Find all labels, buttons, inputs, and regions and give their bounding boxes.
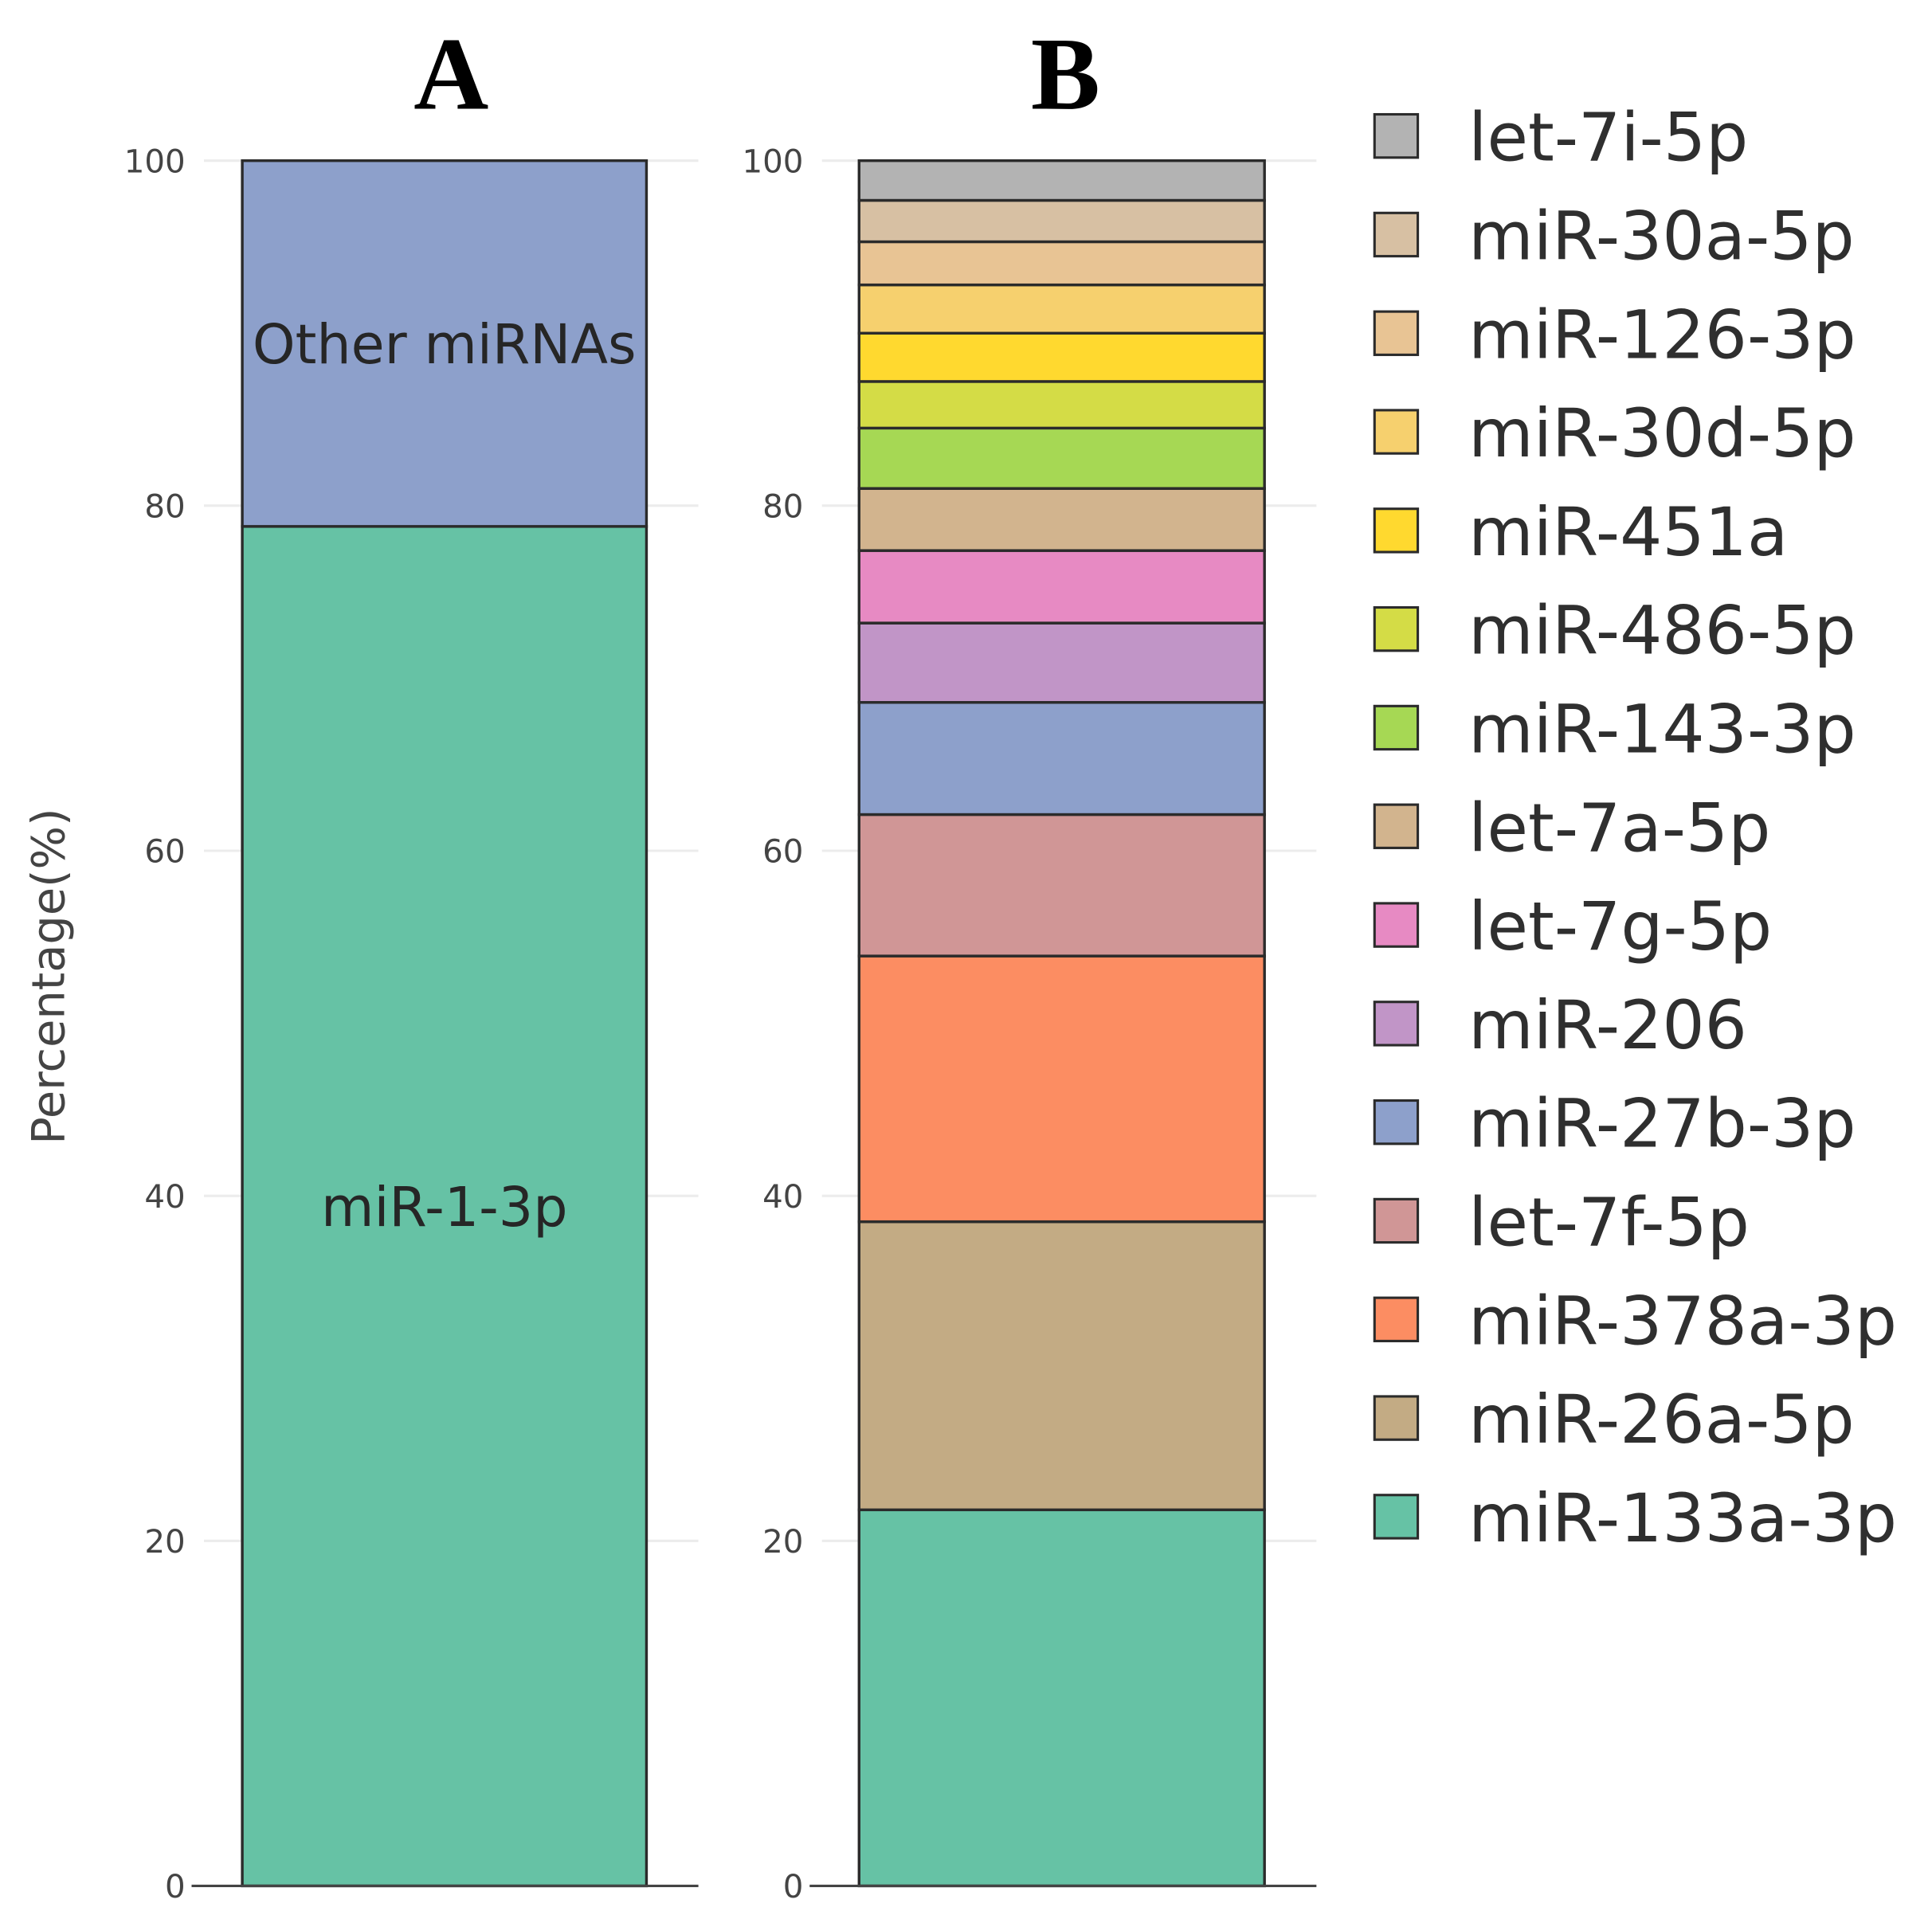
legend-item: miR-143-3p (1373, 691, 1856, 769)
bar-segment-mir-1-3p (241, 525, 649, 1888)
bar-segment-label: Other miRNAs (253, 314, 637, 377)
legend-label: miR-26a-5p (1468, 1381, 1855, 1459)
legend-label: miR-206 (1468, 986, 1747, 1064)
y-tick-label: 40 (144, 1178, 185, 1216)
legend-item: miR-133a-3p (1373, 1479, 1897, 1557)
bar-segment-let-7i-5p (857, 159, 1266, 202)
bar-segment-mir-451a (857, 331, 1266, 383)
bar-segment-mir-143-3p (857, 426, 1266, 490)
stacked-bar: miR-1-3p Other miRNAs (241, 159, 649, 1888)
legend-label: miR-451a (1468, 493, 1788, 571)
legend-swatch (1373, 310, 1420, 356)
legend-swatch (1373, 409, 1420, 455)
legend-item: miR-486-5p (1373, 592, 1856, 670)
legend-swatch (1373, 1197, 1420, 1244)
legend-label: let-7a-5p (1468, 789, 1770, 867)
y-tick-label: 60 (144, 833, 185, 871)
bar-segment-let-7a-5p (857, 487, 1266, 552)
legend-item: miR-27b-3p (1373, 1085, 1856, 1163)
legend-item: let-7i-5p (1373, 99, 1748, 177)
legend-label: miR-486-5p (1468, 592, 1856, 670)
y-tick-label: 60 (762, 833, 803, 871)
legend-item: miR-26a-5p (1373, 1381, 1855, 1459)
legend: let-7i-5p miR-30a-5p miR-126-3p miR-30d-5p m… (1373, 99, 1897, 1557)
legend-item: miR-30d-5p (1373, 394, 1856, 472)
y-tick-label: 100 (742, 143, 803, 180)
legend-swatch (1373, 1001, 1420, 1047)
legend-label: let-7i-5p (1468, 99, 1748, 177)
bar-segment-mir-486-5p (857, 380, 1266, 430)
legend-item: let-7a-5p (1373, 789, 1770, 867)
legend-item: miR-378a-3p (1373, 1282, 1897, 1360)
bar-segment-let-7g-5p (857, 549, 1266, 625)
bar-segment-mir-126-3p (857, 240, 1266, 287)
legend-item: miR-206 (1373, 986, 1747, 1064)
panel-a: A Percentage(%) 0 20 40 60 80 100 miR-1-3p Othe… (22, 18, 699, 1905)
bar-segment-label: miR-1-3p (321, 1177, 568, 1240)
panel-b: B 0 20 40 60 80 100 (742, 18, 1317, 1905)
legend-item: miR-30a-5p (1373, 197, 1855, 275)
bar-segment-mir-27b-3p (857, 701, 1266, 817)
legend-swatch (1373, 803, 1420, 849)
legend-item: let-7g-5p (1373, 887, 1772, 965)
stacked-bar (857, 159, 1266, 1888)
legend-label: miR-27b-3p (1468, 1085, 1856, 1163)
y-tick-label: 20 (144, 1523, 185, 1561)
legend-swatch (1373, 112, 1420, 159)
legend-label: miR-143-3p (1468, 691, 1856, 769)
bar-segment-mir-26a-5p (857, 1220, 1266, 1512)
legend-item: miR-451a (1373, 493, 1788, 571)
y-tick-label: 0 (783, 1868, 804, 1905)
panel-a-plot: 0 20 40 60 80 100 miR-1-3p Other miRNAs (124, 143, 699, 1905)
bar-segment-mir-30d-5p (857, 283, 1266, 335)
legend-swatch (1373, 507, 1420, 554)
bar-segment-mir-30a-5p (857, 198, 1266, 244)
legend-item: miR-126-3p (1373, 296, 1856, 374)
bar-segment-mir-133a-3p (857, 1508, 1266, 1888)
y-axis-ticks: 0 20 40 60 80 100 (124, 143, 186, 1905)
panel-b-plot: 0 20 40 60 80 100 (742, 143, 1317, 1905)
panel-b-title: B (1031, 18, 1100, 132)
legend-label: miR-30d-5p (1468, 394, 1856, 472)
legend-swatch (1373, 1099, 1420, 1146)
bar-segment-mir-206 (857, 621, 1266, 704)
y-axis-title: Percentage(%) (22, 809, 76, 1145)
y-axis-ticks: 0 20 40 60 80 100 (742, 143, 803, 1905)
legend-swatch (1373, 704, 1420, 751)
legend-swatch (1373, 1494, 1420, 1540)
legend-label: miR-30a-5p (1468, 197, 1855, 275)
legend-swatch (1373, 605, 1420, 652)
legend-label: miR-133a-3p (1468, 1479, 1897, 1557)
legend-item: let-7f-5p (1373, 1184, 1750, 1262)
y-tick-label: 80 (762, 488, 803, 526)
legend-label: let-7g-5p (1468, 887, 1772, 965)
legend-swatch (1373, 1395, 1420, 1441)
y-tick-label: 80 (144, 488, 185, 526)
panel-a-title: A (413, 18, 488, 132)
y-tick-label: 0 (165, 1868, 186, 1905)
legend-label: miR-126-3p (1468, 296, 1856, 374)
bar-segment-other-mirnas (241, 159, 649, 528)
y-tick-label: 40 (762, 1178, 803, 1216)
y-tick-label: 100 (124, 143, 186, 180)
bar-segment-mir-378a-3p (857, 954, 1266, 1224)
legend-label: let-7f-5p (1468, 1184, 1750, 1262)
bar-segment-let-7f-5p (857, 813, 1266, 958)
legend-label: miR-378a-3p (1468, 1282, 1897, 1360)
legend-swatch (1373, 1296, 1420, 1342)
y-tick-label: 20 (762, 1523, 803, 1561)
legend-swatch (1373, 211, 1420, 258)
legend-swatch (1373, 902, 1420, 948)
